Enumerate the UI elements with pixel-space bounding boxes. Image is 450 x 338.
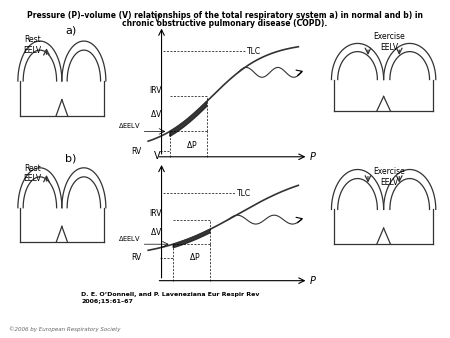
Text: RV: RV bbox=[131, 147, 141, 156]
Text: Rest
EELV: Rest EELV bbox=[23, 35, 41, 55]
Text: $\Delta$EELV: $\Delta$EELV bbox=[118, 234, 141, 243]
Text: a): a) bbox=[65, 25, 77, 35]
Text: b): b) bbox=[65, 154, 77, 164]
Text: Rest
EELV: Rest EELV bbox=[23, 164, 41, 183]
Polygon shape bbox=[170, 102, 207, 136]
Text: ©2006 by European Respiratory Society: ©2006 by European Respiratory Society bbox=[9, 326, 121, 332]
Text: IRV: IRV bbox=[150, 86, 162, 95]
Text: $\Delta$V: $\Delta$V bbox=[150, 108, 162, 119]
Text: TLC: TLC bbox=[237, 189, 251, 198]
Text: D. E. O’Donnell, and P. Laveneziana Eur Respir Rev
2006;15:61–67: D. E. O’Donnell, and P. Laveneziana Eur … bbox=[81, 292, 260, 303]
Text: RV: RV bbox=[131, 254, 141, 262]
Text: Pressure (P)–volume (V) relationships of the total respiratory system a) in norm: Pressure (P)–volume (V) relationships of… bbox=[27, 11, 423, 20]
Text: $\Delta$EELV: $\Delta$EELV bbox=[118, 121, 141, 130]
Text: P: P bbox=[310, 276, 316, 286]
Text: chronic obstructive pulmonary disease (COPD).: chronic obstructive pulmonary disease (C… bbox=[122, 19, 328, 28]
Text: $\Delta$P: $\Delta$P bbox=[186, 139, 198, 150]
Text: Exercise
EELV: Exercise EELV bbox=[374, 32, 405, 51]
Text: Exercise
EELV: Exercise EELV bbox=[374, 167, 405, 187]
Text: TLC: TLC bbox=[247, 47, 261, 56]
Text: P: P bbox=[310, 152, 316, 162]
Text: V: V bbox=[154, 15, 161, 24]
Text: $\Delta$V: $\Delta$V bbox=[150, 226, 162, 237]
Text: V: V bbox=[154, 151, 161, 161]
Polygon shape bbox=[173, 230, 210, 248]
Text: IRV: IRV bbox=[150, 209, 162, 218]
Text: $\Delta$P: $\Delta$P bbox=[189, 251, 201, 262]
